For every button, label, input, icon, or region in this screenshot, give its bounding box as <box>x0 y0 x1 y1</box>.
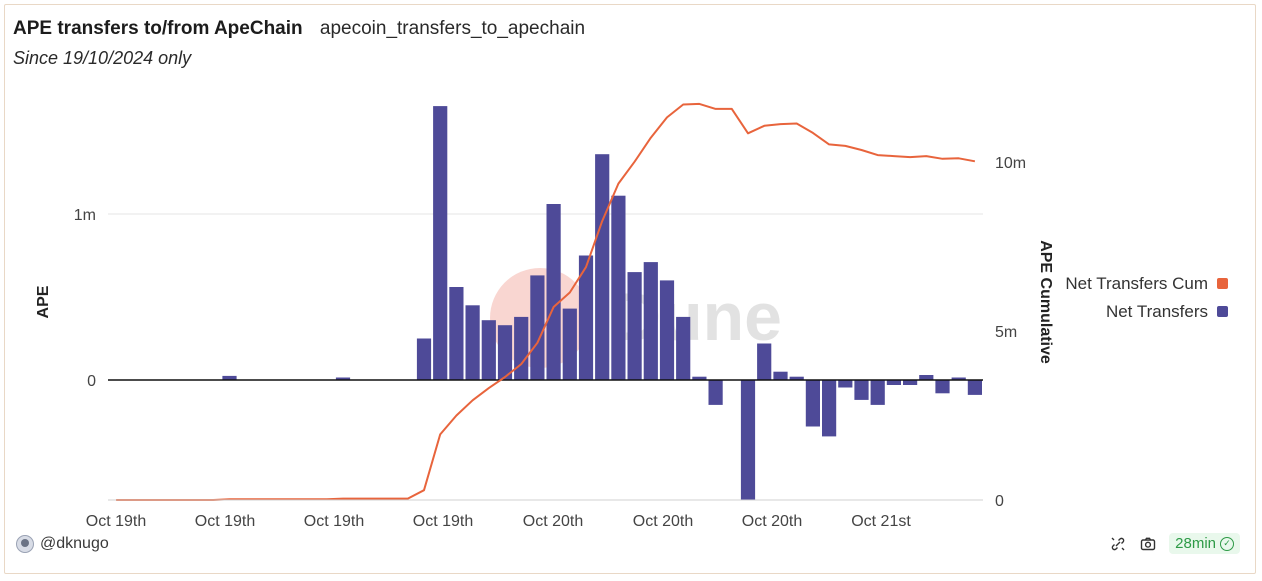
y-right-axis-title: APE Cumulative <box>1037 240 1054 364</box>
y-left-tick-label: 0 <box>87 373 96 390</box>
unlink-icon[interactable] <box>1109 535 1127 553</box>
x-tick-label: Oct 20th <box>633 513 693 530</box>
bar <box>595 154 610 380</box>
bar <box>805 380 820 427</box>
x-tick-label: Oct 19th <box>86 513 146 530</box>
bar <box>335 377 351 380</box>
bar <box>967 380 982 395</box>
check-circle-icon: ✓ <box>1220 536 1234 551</box>
refresh-age: 28min <box>1175 535 1216 552</box>
bar <box>222 375 237 380</box>
bar <box>708 380 723 405</box>
bar <box>935 380 950 394</box>
bar <box>951 377 966 380</box>
bar <box>643 262 658 380</box>
bar <box>416 338 432 380</box>
cumulative-line <box>116 102 976 501</box>
bar <box>433 106 448 380</box>
bar <box>562 308 577 380</box>
footer-actions: 28min ✓ <box>1109 533 1240 554</box>
bar <box>611 195 626 380</box>
bar <box>886 380 901 385</box>
bar <box>789 376 804 380</box>
bar <box>676 316 691 380</box>
bar <box>627 272 642 380</box>
refresh-badge[interactable]: 28min ✓ <box>1169 533 1240 554</box>
bar <box>773 371 788 380</box>
bar <box>530 275 545 380</box>
bar <box>838 380 853 388</box>
y-right-tick-label: 0 <box>995 493 1004 510</box>
chart-header: APE transfers to/from ApeChain apecoin_t… <box>13 18 585 40</box>
bar <box>822 380 837 437</box>
bar <box>659 280 675 380</box>
y-right-tick-label: 10m <box>995 155 1026 172</box>
legend-label: Net Transfers Cum <box>1065 274 1208 293</box>
y-left-axis-title: APE <box>35 285 52 318</box>
y-right-tick-label: 5m <box>995 324 1017 341</box>
bar <box>578 255 594 380</box>
bar <box>465 305 480 380</box>
legend-swatch <box>1217 306 1228 317</box>
bar <box>481 320 496 380</box>
x-tick-label: Oct 19th <box>413 513 473 530</box>
bar <box>854 380 869 400</box>
legend-label: Net Transfers <box>1106 302 1208 321</box>
camera-icon[interactable] <box>1139 535 1157 553</box>
author-name: @dknugo <box>40 535 109 552</box>
x-tick-label: Oct 19th <box>195 513 255 530</box>
x-tick-label: Oct 19th <box>304 513 364 530</box>
x-tick-label: Oct 21st <box>851 513 911 530</box>
chart-subtitle: Since 19/10/2024 only <box>13 48 192 68</box>
query-name-link[interactable]: apecoin_transfers_to_apechain <box>319 18 586 39</box>
bar <box>919 375 934 380</box>
bar <box>546 204 561 380</box>
legend-swatch <box>1217 278 1228 289</box>
author-info[interactable]: @dknugo <box>16 535 109 553</box>
bar <box>870 380 885 405</box>
chart-title: APE transfers to/from ApeChain <box>13 18 303 39</box>
bar <box>740 380 756 500</box>
legend-clip <box>1209 270 1215 292</box>
bar <box>497 325 513 380</box>
x-tick-label: Oct 20th <box>523 513 583 530</box>
bar <box>692 376 707 380</box>
x-tick-label: Oct 20th <box>742 513 802 530</box>
bar <box>449 287 464 380</box>
y-left-tick-label: 1m <box>74 207 96 224</box>
bar <box>514 316 529 380</box>
avatar <box>16 535 34 553</box>
bar <box>903 380 918 385</box>
bar <box>757 343 772 380</box>
